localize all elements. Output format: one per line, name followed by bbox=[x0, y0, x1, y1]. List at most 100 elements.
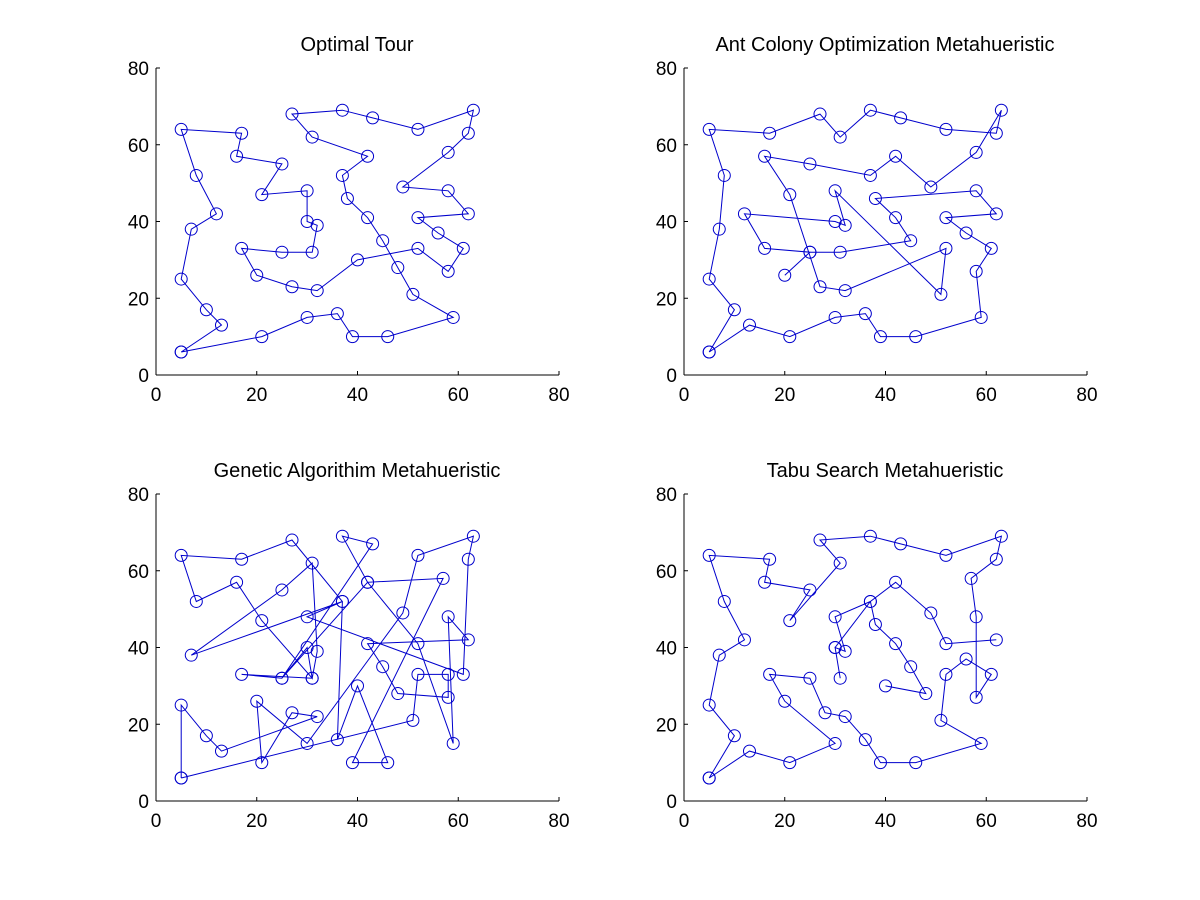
city-marker bbox=[717, 594, 731, 608]
city-marker bbox=[939, 122, 953, 136]
city-marker bbox=[838, 710, 852, 724]
city-marker bbox=[833, 671, 847, 685]
city-marker bbox=[411, 548, 425, 562]
y-tick-label: 80 bbox=[128, 485, 149, 506]
city-marker bbox=[758, 575, 772, 589]
city-marker bbox=[330, 307, 344, 321]
city-marker bbox=[758, 241, 772, 255]
y-tick-label: 60 bbox=[128, 562, 149, 583]
city-marker bbox=[989, 207, 1003, 221]
city-marker bbox=[411, 122, 425, 136]
city-marker bbox=[909, 756, 923, 770]
city-marker bbox=[934, 287, 948, 301]
city-marker bbox=[275, 245, 289, 259]
city-marker bbox=[285, 533, 299, 547]
city-marker bbox=[305, 671, 319, 685]
city-marker bbox=[994, 529, 1008, 543]
city-marker bbox=[441, 184, 455, 198]
city-marker bbox=[702, 272, 716, 286]
city-marker bbox=[235, 241, 249, 255]
city-marker bbox=[742, 318, 756, 332]
city-marker bbox=[889, 149, 903, 163]
city-marker bbox=[974, 736, 988, 750]
city-marker bbox=[939, 667, 953, 681]
city-marker bbox=[939, 241, 953, 255]
city-marker bbox=[959, 226, 973, 240]
city-marker bbox=[230, 149, 244, 163]
city-marker bbox=[727, 729, 741, 743]
x-tick-label: 60 bbox=[976, 811, 997, 832]
city-marker bbox=[763, 667, 777, 681]
city-marker bbox=[989, 552, 1003, 566]
city-marker bbox=[209, 207, 223, 221]
city-marker bbox=[889, 637, 903, 651]
subplot-title: Genetic Algorithim Metahueristic bbox=[214, 460, 501, 482]
city-marker bbox=[828, 310, 842, 324]
city-marker bbox=[351, 253, 364, 267]
city-marker bbox=[783, 614, 797, 628]
city-marker bbox=[727, 303, 741, 317]
city-marker bbox=[984, 667, 998, 681]
city-marker bbox=[803, 157, 817, 171]
city-marker bbox=[783, 188, 797, 202]
city-marker bbox=[411, 241, 425, 255]
city-marker bbox=[969, 690, 983, 704]
city-marker bbox=[189, 594, 203, 608]
city-marker bbox=[909, 330, 923, 344]
city-marker bbox=[335, 168, 349, 182]
city-marker bbox=[717, 168, 731, 182]
city-marker bbox=[924, 180, 938, 194]
city-marker bbox=[184, 648, 198, 662]
y-tick-label: 40 bbox=[128, 639, 149, 660]
city-marker bbox=[833, 130, 847, 144]
city-marker bbox=[712, 222, 726, 236]
subplot-title: Ant Colony Optimization Metahueristic bbox=[715, 34, 1054, 56]
x-tick-label: 80 bbox=[1076, 385, 1097, 406]
y-tick-label: 60 bbox=[656, 136, 677, 157]
city-marker bbox=[863, 103, 877, 117]
y-tick-label: 40 bbox=[128, 213, 149, 234]
x-tick-label: 40 bbox=[347, 811, 368, 832]
y-tick-label: 60 bbox=[128, 136, 149, 157]
city-marker bbox=[461, 633, 475, 647]
city-marker bbox=[174, 698, 188, 712]
city-marker bbox=[712, 648, 726, 662]
city-marker bbox=[184, 222, 198, 236]
city-marker bbox=[969, 145, 983, 159]
city-marker bbox=[174, 771, 188, 785]
x-tick-label: 60 bbox=[448, 811, 469, 832]
city-marker bbox=[396, 606, 410, 620]
city-marker bbox=[431, 226, 445, 240]
city-marker bbox=[461, 126, 475, 140]
city-marker bbox=[285, 280, 299, 294]
x-tick-label: 60 bbox=[976, 385, 997, 406]
city-marker bbox=[838, 218, 852, 232]
city-marker bbox=[376, 234, 390, 248]
subplot-title: Tabu Search Metahueristic bbox=[767, 460, 1004, 482]
city-marker bbox=[969, 184, 983, 198]
subplot-optimal-tour: Optimal Tour 0 20 40 60 80 0 20 40 60 80 bbox=[128, 34, 570, 406]
y-tick-label: 40 bbox=[656, 639, 677, 660]
city-marker bbox=[411, 667, 425, 681]
x-tick-label: 0 bbox=[679, 385, 690, 406]
city-marker bbox=[361, 575, 375, 589]
city-marker bbox=[340, 191, 354, 205]
city-marker bbox=[250, 694, 264, 708]
city-marker bbox=[446, 310, 460, 324]
x-tick-label: 20 bbox=[246, 385, 267, 406]
city-marker bbox=[305, 556, 319, 570]
x-tick-label: 80 bbox=[548, 385, 569, 406]
city-marker bbox=[858, 307, 872, 321]
city-marker bbox=[879, 679, 892, 693]
city-marker bbox=[310, 710, 324, 724]
city-marker bbox=[235, 126, 249, 140]
city-marker bbox=[964, 571, 978, 585]
city-marker bbox=[214, 318, 228, 332]
city-marker bbox=[174, 345, 188, 359]
city-marker bbox=[285, 706, 299, 720]
city-marker bbox=[803, 671, 817, 685]
city-marker bbox=[255, 756, 269, 770]
city-marker bbox=[873, 330, 887, 344]
city-marker bbox=[758, 149, 772, 163]
city-marker bbox=[300, 215, 314, 228]
